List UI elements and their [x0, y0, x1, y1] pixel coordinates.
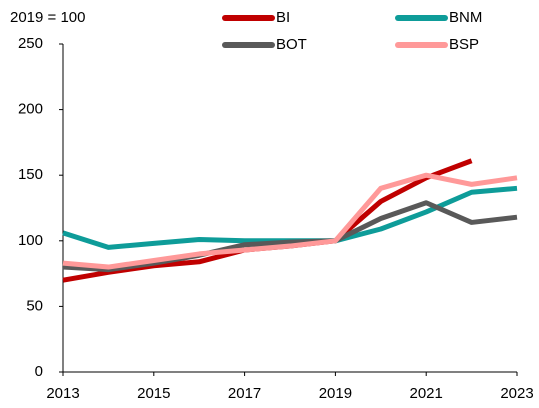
legend-label: BOT: [276, 36, 307, 53]
x-tick-label: 2013: [46, 385, 79, 402]
y-tick-label: 0: [35, 363, 43, 380]
y-tick-label: 100: [18, 232, 43, 249]
y-tick-label: 150: [18, 166, 43, 183]
x-tick-label: 2021: [410, 385, 443, 402]
x-tick-label: 2015: [137, 385, 170, 402]
legend-label: BNM: [449, 9, 482, 26]
y-tick-label: 250: [18, 35, 43, 52]
y-tick-label: 200: [18, 101, 43, 118]
x-tick-label: 2023: [500, 385, 533, 402]
legend-label: BSP: [449, 36, 479, 53]
series-line: [62, 200, 518, 273]
x-tick-label: 2017: [228, 385, 261, 402]
y-tick-label: 50: [26, 297, 43, 314]
x-tick-label: 2019: [319, 385, 352, 402]
series-line: [62, 172, 518, 270]
series-line: [62, 185, 518, 250]
legend-label: BI: [276, 9, 290, 26]
annotation: 2019 = 100: [10, 9, 86, 26]
